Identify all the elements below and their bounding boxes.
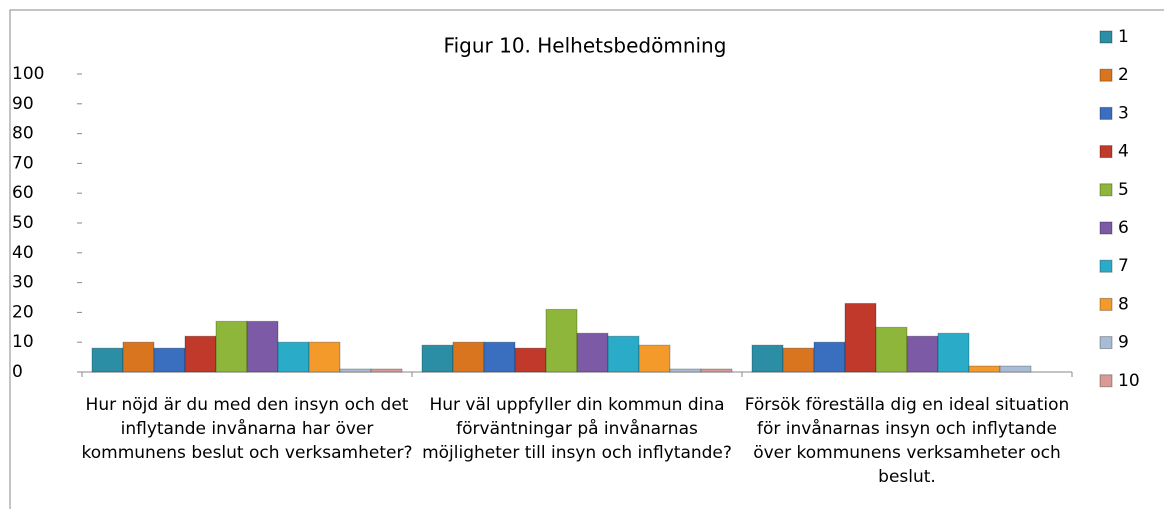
legend-swatch xyxy=(1099,297,1113,311)
bar xyxy=(153,347,186,373)
y-tick-label: 100 xyxy=(12,64,44,84)
bar xyxy=(277,341,310,373)
bar xyxy=(937,332,970,373)
bar xyxy=(370,368,403,373)
legend-label: 3 xyxy=(1118,103,1129,123)
legend-label: 10 xyxy=(1118,371,1140,391)
y-tick-label: 50 xyxy=(12,213,34,233)
bar xyxy=(813,341,846,373)
bar xyxy=(607,335,640,373)
legend-label: 7 xyxy=(1118,256,1129,276)
legend-label: 6 xyxy=(1118,218,1129,238)
frame xyxy=(9,9,1164,509)
legend-swatch xyxy=(1099,68,1113,82)
bar xyxy=(700,368,733,373)
legend-swatch xyxy=(1099,145,1113,159)
bar xyxy=(669,368,702,373)
y-tick-label: 60 xyxy=(12,183,34,203)
x-tick-label: Hur väl uppfyller din kommun dina förvän… xyxy=(422,395,732,463)
legend-label: 1 xyxy=(1118,27,1129,47)
bar xyxy=(308,341,341,373)
legend-swatch xyxy=(1099,30,1113,44)
legend-label: 9 xyxy=(1118,333,1129,353)
legend-swatch xyxy=(1099,221,1113,235)
bar xyxy=(875,326,908,373)
bar xyxy=(576,332,609,373)
bar xyxy=(638,344,671,373)
legend-label: 4 xyxy=(1118,142,1129,162)
x-tick-label: Hur nöjd är du med den insyn och det inf… xyxy=(81,395,413,463)
bar xyxy=(514,347,547,373)
chart-title: Figur 10. Helhetsbedömning xyxy=(444,34,727,58)
x-tick-label: Försök föreställa dig en ideal situation… xyxy=(744,395,1070,487)
y-tick-label: 40 xyxy=(12,243,34,263)
y-tick-label: 90 xyxy=(12,94,34,114)
bar xyxy=(246,320,279,373)
legend-label: 5 xyxy=(1118,180,1129,200)
bar xyxy=(91,347,124,373)
y-tick-label: 20 xyxy=(12,302,34,322)
legend-swatch xyxy=(1099,106,1113,120)
bar xyxy=(215,320,248,373)
y-tick-label: 0 xyxy=(12,362,23,382)
legend-label: 8 xyxy=(1118,294,1129,314)
legend-swatch xyxy=(1099,259,1113,273)
bar xyxy=(999,365,1032,373)
legend-swatch xyxy=(1099,183,1113,197)
bar xyxy=(782,347,815,373)
y-tick-label: 70 xyxy=(12,153,34,173)
y-tick-label: 30 xyxy=(12,273,34,293)
bar xyxy=(483,341,516,373)
bar xyxy=(122,341,155,373)
legend-swatch xyxy=(1099,374,1113,388)
bar xyxy=(906,335,939,373)
bar xyxy=(844,302,877,373)
bar xyxy=(421,344,454,373)
legend-label: 2 xyxy=(1118,65,1129,85)
bar xyxy=(968,365,1001,373)
bar xyxy=(184,335,217,373)
y-tick-label: 10 xyxy=(12,332,34,352)
bar xyxy=(339,368,372,373)
bar xyxy=(452,341,485,373)
bar xyxy=(751,344,784,373)
legend-swatch xyxy=(1099,336,1113,350)
y-tick-label: 80 xyxy=(12,124,34,144)
bar xyxy=(545,308,578,373)
